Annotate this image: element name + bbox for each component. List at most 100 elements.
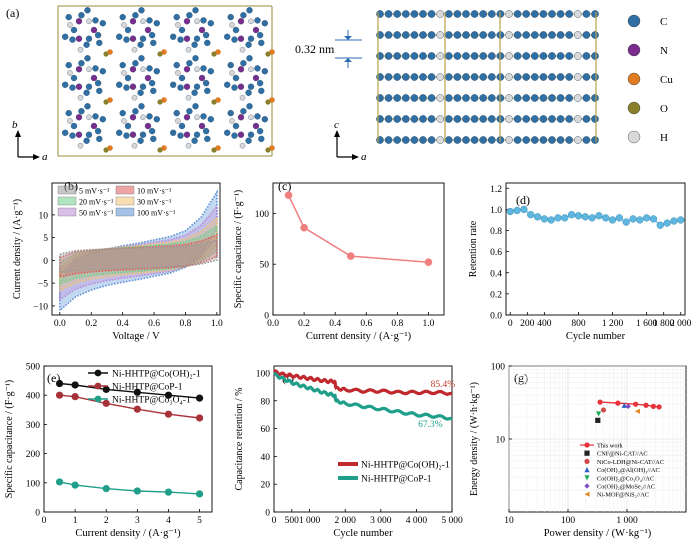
x-tick-label: 5: [197, 516, 202, 526]
legend-swatch: [115, 207, 135, 217]
atom: [384, 73, 393, 81]
data-point: [588, 214, 596, 222]
atom: [194, 66, 200, 73]
atom: [116, 81, 123, 88]
atom: [582, 94, 591, 102]
data-point: [102, 385, 110, 393]
y-tick-label: 100: [255, 210, 270, 220]
atom: [436, 52, 445, 60]
legend-label: This work: [597, 443, 624, 450]
atom: [186, 108, 193, 115]
atom: [258, 135, 265, 143]
atom: [131, 46, 138, 53]
atom: [522, 136, 531, 144]
atom: [246, 103, 253, 110]
atom: [170, 81, 177, 88]
atom: [427, 115, 436, 123]
x-tick-label: 2 000: [335, 516, 357, 526]
atom: [77, 142, 84, 149]
atom-legend-marker: [627, 130, 641, 144]
atom: [384, 10, 393, 18]
atom: [265, 99, 271, 105]
legend-swatch: [57, 207, 77, 217]
data-point: [595, 417, 601, 423]
atom: [86, 18, 92, 25]
atom: [462, 52, 470, 60]
atom: [505, 73, 513, 81]
atom: [124, 26, 132, 34]
atom: [75, 66, 83, 73]
atom: [240, 60, 247, 67]
atom: [565, 10, 574, 18]
atom: [444, 115, 453, 123]
atom: [427, 73, 436, 81]
atom: [204, 87, 211, 95]
atom: [173, 61, 180, 69]
x-tick-label: 0.6: [148, 319, 160, 329]
atom: [582, 73, 591, 81]
atom: [65, 13, 72, 21]
atom: [137, 137, 144, 144]
atom: [419, 115, 427, 123]
atom: [240, 12, 247, 19]
atom: [531, 52, 539, 60]
x-axis-label: Current density / (A·g⁻¹): [75, 528, 181, 539]
legend-label: Ni-HHTP@Co₃O₄-1: [112, 396, 191, 406]
atom: [505, 94, 513, 102]
atom: [211, 147, 217, 153]
atom: [401, 115, 410, 123]
atom: [215, 97, 221, 103]
atom: [410, 10, 419, 18]
data-point: [629, 215, 637, 223]
atom: [252, 122, 260, 130]
data-point: [656, 404, 662, 410]
atom: [194, 18, 200, 25]
data-point: [533, 213, 542, 221]
atom: [248, 18, 254, 25]
data-point: [595, 212, 603, 220]
atom: [148, 31, 156, 39]
atom: [574, 115, 582, 123]
atom: [204, 39, 211, 47]
atom: [70, 74, 78, 82]
atom: [582, 10, 591, 18]
atom: [419, 136, 427, 144]
annotation-label: 85.4%: [431, 380, 456, 390]
atom: [384, 94, 393, 102]
atom: [193, 83, 201, 90]
atom: [83, 41, 90, 48]
atom: [96, 135, 103, 143]
axis-indicator-left: b a: [12, 119, 48, 163]
atom: [556, 115, 565, 123]
x-tick-label: 0.2: [298, 319, 310, 329]
atom: [522, 73, 531, 81]
legend: Ni-HHTP@Co(OH)₂-1 Ni-HHTP@CoP-1: [338, 460, 450, 485]
atom: [565, 73, 574, 81]
y-tick-label: 80: [261, 397, 271, 407]
atom: [148, 79, 156, 87]
x-tick-label: 0.8: [391, 319, 403, 329]
y-axis-label: Current density / (A·g⁻¹): [12, 199, 23, 299]
legend: This workCNF@Ni-CAT//ACNiCo-LDH@Ni-CAT//…: [580, 442, 664, 499]
atom: [90, 26, 98, 34]
atom: [410, 115, 419, 123]
atom: [513, 94, 522, 102]
atom: [239, 46, 246, 53]
atom: [565, 115, 574, 123]
atom: [487, 94, 496, 102]
atom: [132, 108, 139, 115]
atom-legend-label: Cu: [660, 74, 673, 86]
atom: [132, 60, 139, 67]
atom: [227, 13, 234, 21]
atom: [103, 51, 109, 57]
legend-label: Co(OH)₂@Al(OH)₃//AC: [597, 467, 660, 474]
atom: [256, 31, 264, 39]
atom: [139, 83, 147, 90]
atom: [129, 35, 137, 42]
atom: [548, 52, 556, 60]
atom-legend-marker: [627, 14, 641, 28]
y-tick-label: 100: [256, 369, 271, 379]
data-point: [650, 403, 656, 409]
x-axis-label: Power density / (W·kg⁻¹): [544, 528, 652, 539]
axis-label-b: b: [12, 119, 18, 131]
